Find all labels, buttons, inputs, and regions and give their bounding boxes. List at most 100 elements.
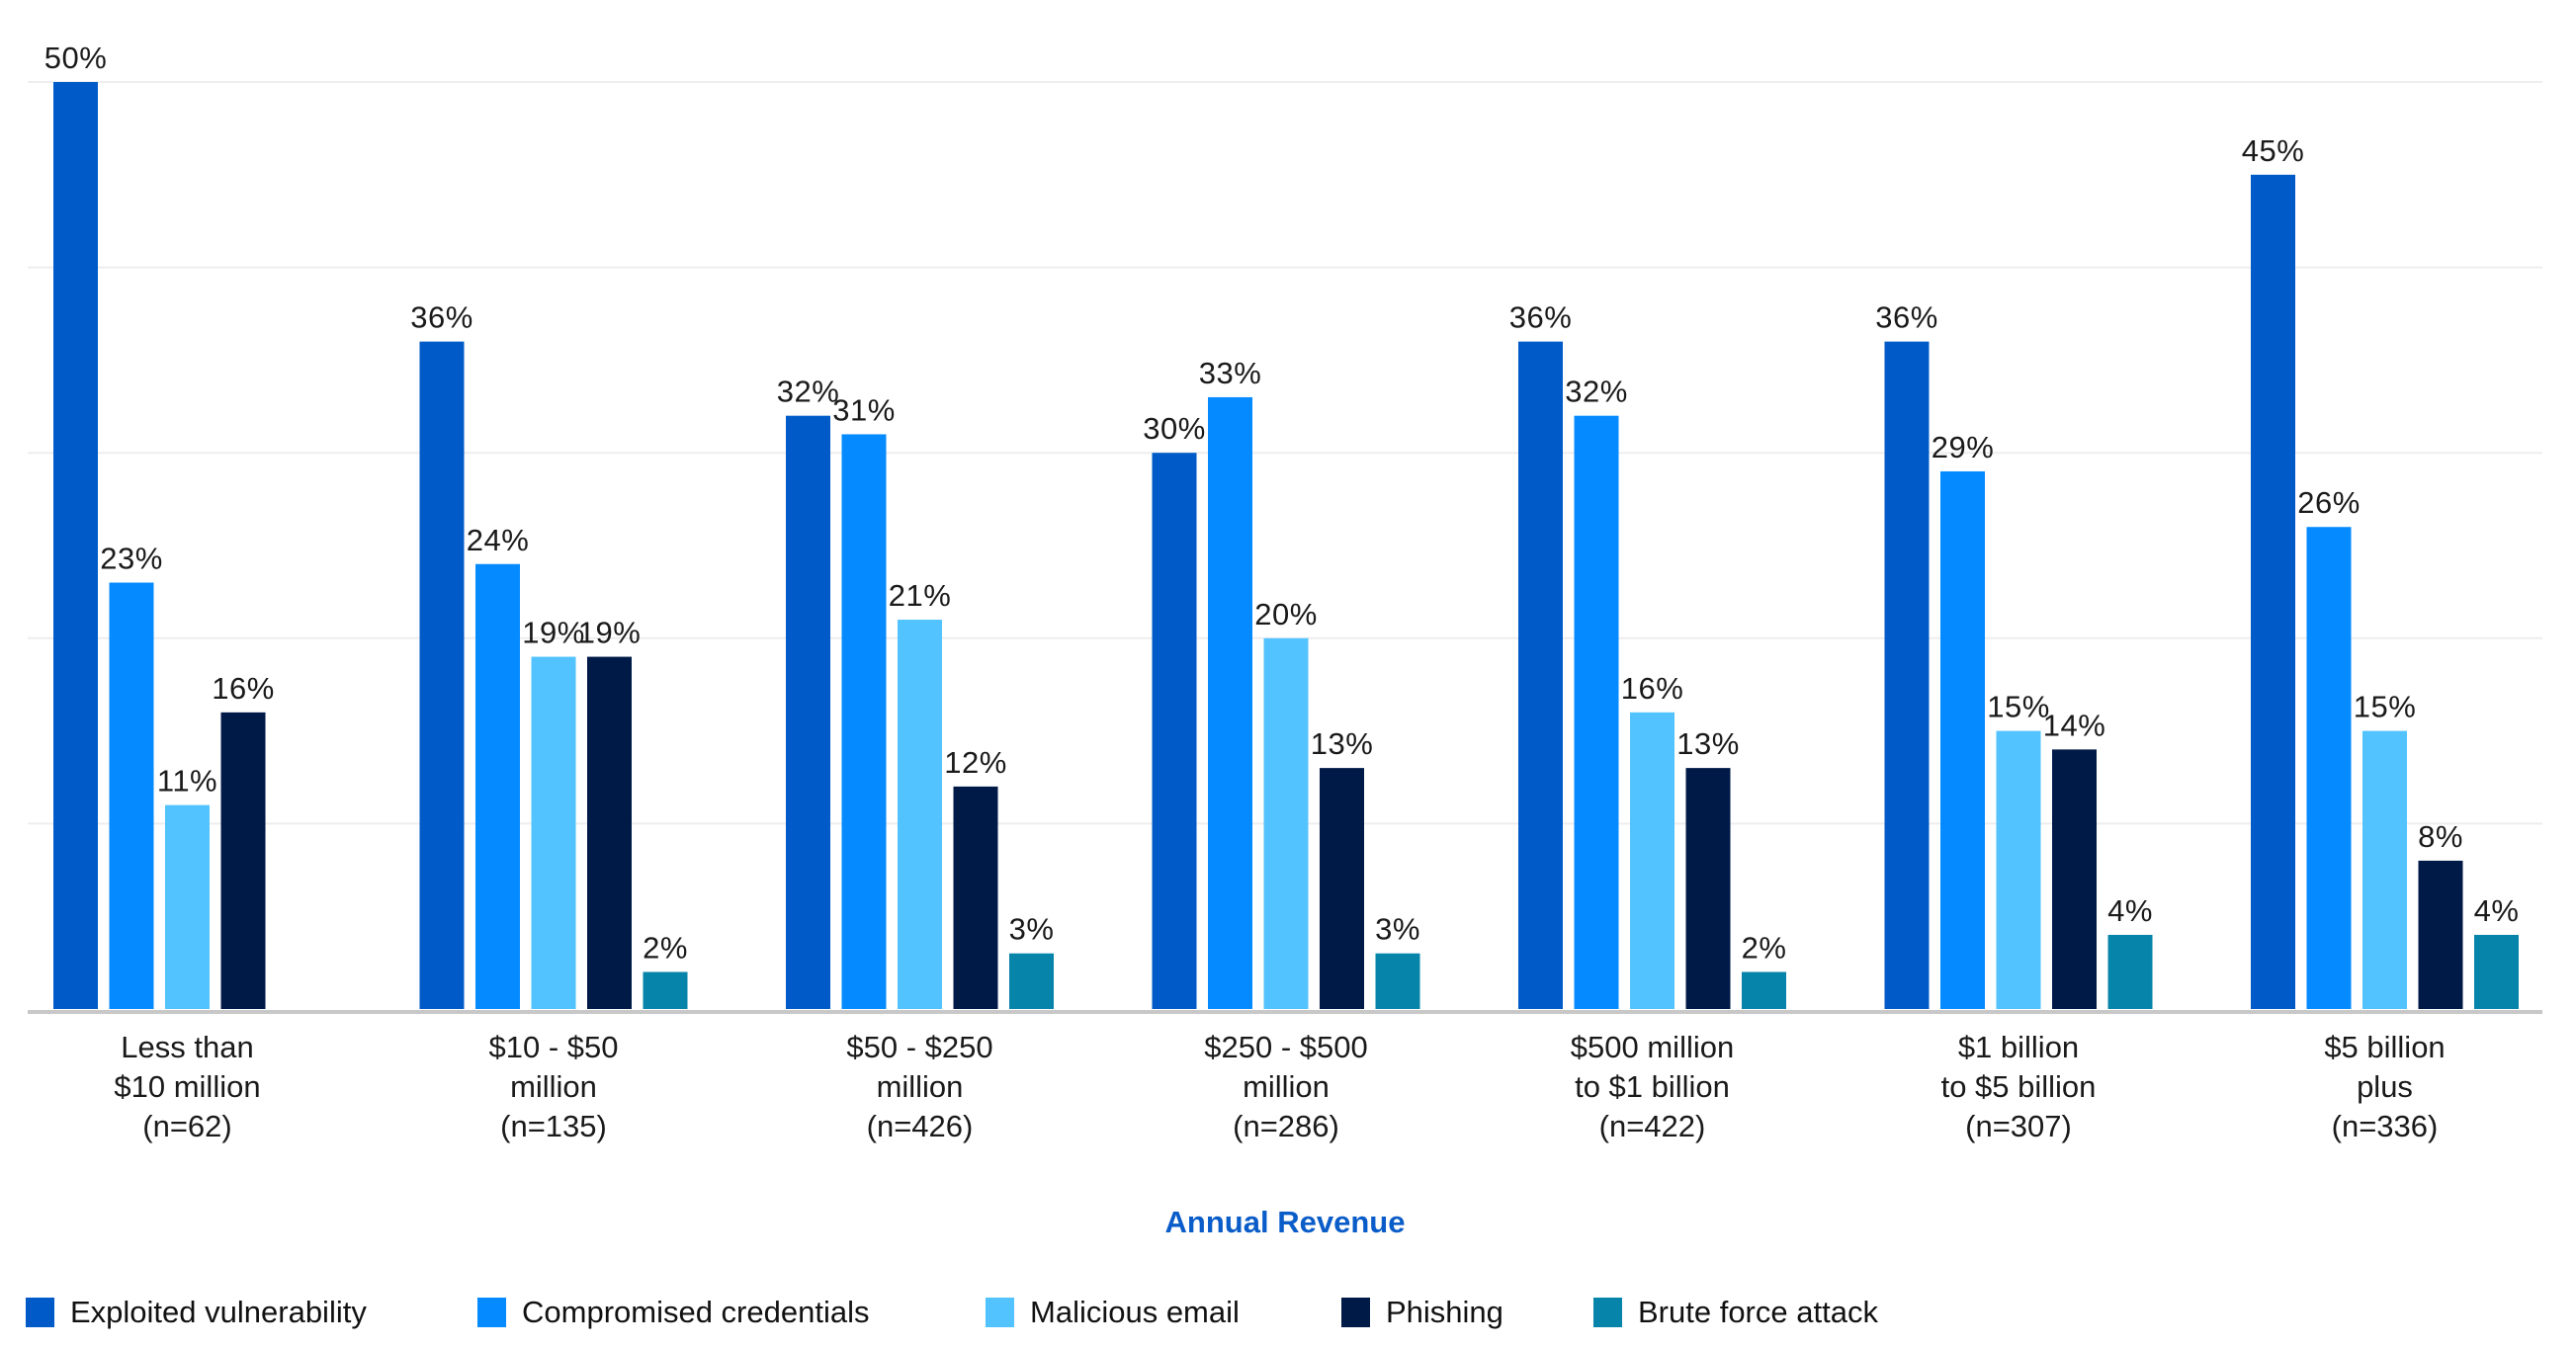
bar	[2251, 174, 2295, 1010]
data-label: 15%	[1987, 690, 2050, 724]
category-label: $50 - $250 million (n=426)	[846, 1030, 992, 1143]
data-label: 32%	[777, 375, 840, 409]
bar	[1375, 953, 1420, 1009]
data-label: 19%	[578, 616, 642, 650]
category-label-line: $5 billion	[2324, 1030, 2445, 1064]
bar	[2474, 934, 2519, 1009]
legend-item: Phishing	[1341, 1295, 1503, 1329]
data-label: 23%	[100, 542, 163, 576]
data-label: 12%	[944, 745, 1007, 780]
legend-swatch	[26, 1298, 54, 1327]
bar	[841, 434, 887, 1009]
data-label: 3%	[1009, 912, 1055, 947]
data-label: 31%	[832, 392, 896, 427]
bar	[953, 786, 998, 1009]
bar	[1518, 341, 1563, 1009]
data-label: 24%	[467, 523, 530, 557]
category-label-line: to $1 billion	[1575, 1069, 1730, 1104]
legend: Exploited vulnerability Compromised crede…	[0, 1295, 2576, 1329]
category-label: $10 - $50 million (n=135)	[489, 1030, 619, 1143]
category-label: $1 billion to $5 billion (n=307)	[1941, 1030, 2097, 1143]
bar	[898, 620, 942, 1009]
legend-swatch	[477, 1298, 506, 1327]
x-axis-title: Annual Revenue	[1165, 1205, 1406, 1239]
bar	[1742, 971, 1786, 1009]
bar	[165, 804, 210, 1009]
data-label: 21%	[889, 578, 952, 613]
category-label-line: (n=286)	[1233, 1109, 1339, 1143]
bar	[1574, 415, 1619, 1009]
bar	[1208, 396, 1252, 1009]
data-label: 2%	[643, 930, 688, 965]
bar	[1685, 768, 1731, 1009]
bar	[1263, 637, 1309, 1009]
category-label-line: (n=422)	[1599, 1109, 1706, 1143]
data-label: 2%	[1742, 930, 1787, 965]
category-labels: Less than $10 million (n=62) $10 - $50 milli…	[114, 1030, 2445, 1143]
category-label: $250 - $500 million (n=286)	[1204, 1030, 1367, 1143]
data-label: 45%	[2242, 133, 2305, 168]
bar	[475, 563, 520, 1009]
bar	[2306, 527, 2352, 1009]
category-label-line: million	[877, 1069, 964, 1104]
category-label-line: (n=307)	[1965, 1109, 2072, 1143]
legend-label: Malicious email	[1030, 1295, 1240, 1329]
bar	[109, 582, 154, 1009]
bar	[1884, 341, 1930, 1009]
bar	[786, 415, 830, 1009]
data-label: 36%	[410, 300, 473, 335]
data-label: 16%	[1621, 671, 1684, 706]
bar	[1940, 470, 1985, 1010]
bar	[1996, 730, 2041, 1009]
data-label: 4%	[2107, 893, 2153, 928]
bar	[1320, 768, 1364, 1009]
data-label: 33%	[1199, 356, 1262, 390]
data-label: 16%	[212, 671, 275, 706]
category-label-line: Less than	[121, 1030, 253, 1064]
category-label-line: (n=135)	[500, 1109, 607, 1143]
legend-swatch	[1341, 1298, 1370, 1327]
data-label: 26%	[2297, 485, 2361, 520]
bar	[220, 712, 266, 1009]
legend-label: Phishing	[1386, 1295, 1503, 1329]
category-label: Less than $10 million (n=62)	[114, 1030, 260, 1143]
category-label-line: million	[510, 1069, 597, 1104]
category-label-line: million	[1243, 1069, 1330, 1104]
bar	[2052, 749, 2097, 1009]
category-label-line: (n=62)	[142, 1109, 231, 1143]
data-label: 32%	[1565, 375, 1628, 409]
data-label: 20%	[1254, 597, 1318, 632]
category-label-line: $10 - $50	[489, 1030, 619, 1064]
category-label-line: $50 - $250	[846, 1030, 992, 1064]
data-label: 29%	[1932, 430, 1995, 464]
category-label-line: $10 million	[114, 1069, 260, 1104]
bar	[2107, 934, 2153, 1009]
category-label-line: (n=426)	[867, 1109, 974, 1143]
bars	[53, 82, 2519, 1010]
bar	[419, 341, 465, 1009]
legend-item: Exploited vulnerability	[26, 1295, 367, 1329]
category-label: $500 million to $1 billion (n=422)	[1571, 1030, 1734, 1143]
bar	[587, 656, 632, 1009]
data-label: 3%	[1375, 912, 1420, 947]
data-labels: 50%23%11%16%36%24%19%19%2%32%31%21%12%3%…	[44, 41, 2520, 965]
category-label: $5 billion plus (n=336)	[2324, 1030, 2445, 1143]
bar	[1630, 712, 1674, 1009]
legend-label: Brute force attack	[1638, 1295, 1878, 1329]
data-label: 50%	[44, 41, 108, 75]
legend-item: Malicious email	[986, 1295, 1240, 1329]
category-label-line: (n=336)	[2332, 1109, 2439, 1143]
category-label-line: $500 million	[1571, 1030, 1734, 1064]
bar	[643, 971, 688, 1009]
bar	[1152, 453, 1197, 1009]
data-label: 4%	[2474, 893, 2520, 928]
data-label: 14%	[2043, 708, 2106, 742]
bar	[2418, 860, 2463, 1009]
legend-label: Compromised credentials	[522, 1295, 870, 1329]
data-label: 36%	[1509, 300, 1573, 335]
bar	[531, 656, 576, 1009]
data-label: 11%	[157, 764, 217, 799]
data-label: 8%	[2418, 819, 2463, 854]
legend-item: Compromised credentials	[477, 1295, 870, 1329]
bar	[53, 82, 98, 1009]
